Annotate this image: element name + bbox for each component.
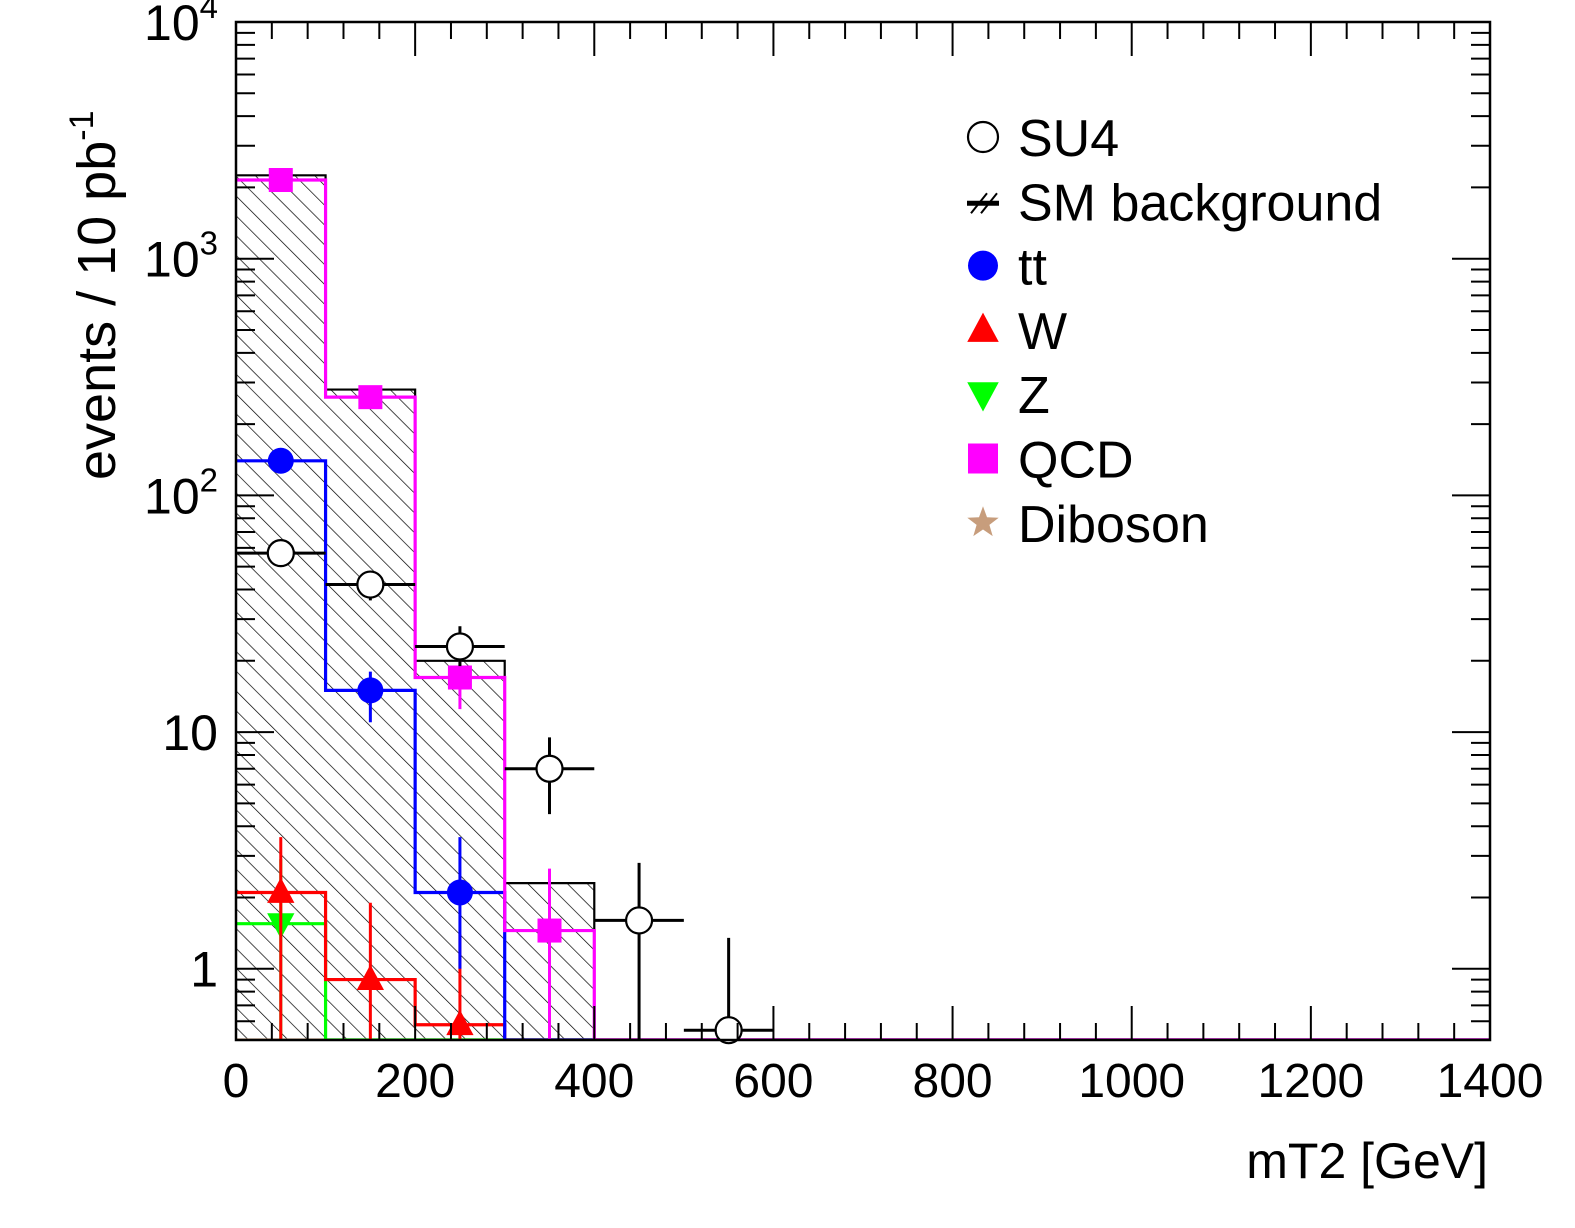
- x-tick-label: 600: [733, 1055, 813, 1108]
- y-axis-label-superscript: -1: [63, 111, 101, 141]
- su4-marker: [714, 1016, 743, 1045]
- x-tick-label: 1200: [1257, 1055, 1364, 1108]
- y-tick-label-base: 1: [190, 942, 218, 998]
- y-tick-label-exponent: 4: [200, 0, 218, 25]
- w-marker: [356, 964, 385, 990]
- histogram-steps-layer: [236, 178, 1490, 1040]
- y-tick-label: 1: [190, 942, 218, 998]
- qcd-marker: [447, 665, 472, 690]
- legend-w-icon: [967, 312, 999, 342]
- y-tick-label-exponent: 2: [200, 461, 218, 498]
- legend-su4-icon: [966, 120, 1000, 154]
- data-points-layer: [236, 168, 774, 1045]
- qcd-marker: [358, 385, 383, 410]
- y-tick-label: 104: [144, 0, 218, 51]
- legend: SU4 SM background tt WZ QCD Diboson: [966, 110, 1382, 554]
- legend-item-qcd: QCD: [968, 432, 1134, 490]
- axis-ticks: [235, 21, 1491, 1041]
- y-tick-label: 102: [144, 461, 218, 524]
- x-tick-label: 0: [223, 1055, 250, 1108]
- su4-marker: [266, 539, 295, 568]
- tt-marker: [267, 447, 294, 474]
- tt-marker: [446, 879, 473, 906]
- plot-frame: [234, 20, 1492, 1042]
- legend-label: W: [1018, 303, 1067, 361]
- legend-item-z: Z: [967, 367, 1050, 425]
- legend-item-sm-background: SM background: [967, 174, 1382, 232]
- y-tick-label-base: 10: [144, 232, 200, 288]
- legend-item-tt: tt: [968, 239, 1047, 297]
- x-tick-label: 1000: [1078, 1055, 1185, 1108]
- w-marker: [267, 877, 295, 903]
- legend-hatch-stroke: [980, 192, 998, 214]
- w-marker: [446, 1009, 474, 1036]
- y-tick-label-exponent: 3: [200, 225, 218, 262]
- legend-item-su4: SU4: [966, 110, 1119, 168]
- legend-label: Diboson: [1018, 496, 1209, 554]
- legend-label: Z: [1018, 367, 1050, 425]
- qcd-marker: [268, 168, 293, 193]
- tt-step-line: [236, 459, 1490, 1040]
- legend-hatch-stroke: [970, 192, 988, 214]
- x-tick-label: 800: [913, 1055, 993, 1108]
- x-tick-label: 200: [375, 1055, 455, 1108]
- tt-marker: [357, 677, 384, 704]
- legend-label: QCD: [1018, 432, 1134, 490]
- y-tick-label-base: 10: [144, 468, 200, 524]
- legend-z-icon: [967, 382, 999, 412]
- qcd-marker: [537, 918, 562, 943]
- x-tick-labels: 0 200 400 600 800 1000 1200 1400: [223, 1055, 1544, 1108]
- sm-background-hatch-layer: [236, 174, 1490, 1040]
- y-tick-label: 103: [144, 225, 218, 288]
- legend-tt-icon: [968, 250, 998, 281]
- w-step-line: [236, 890, 1490, 1040]
- legend-qcd-icon: [968, 443, 998, 474]
- legend-label: tt: [1018, 239, 1047, 297]
- qcd-step-line: [236, 178, 1490, 1040]
- su4-marker: [445, 632, 475, 661]
- x-tick-label: 400: [554, 1055, 634, 1108]
- y-axis-label: events / 10 pb-1: [63, 111, 127, 480]
- legend-item-w: W: [967, 303, 1067, 361]
- su4-marker: [535, 754, 564, 783]
- su4-marker: [356, 570, 385, 599]
- y-tick-label-base: 10: [144, 0, 200, 51]
- y-axis-label-text: events / 10 pb: [67, 141, 127, 480]
- legend-label: SU4: [1018, 110, 1119, 168]
- y-tick-label: 10: [162, 705, 218, 761]
- legend-diboson-icon: [967, 506, 999, 537]
- su4-marker: [624, 906, 654, 935]
- x-axis-label: mT2 [GeV]: [1246, 1133, 1488, 1189]
- x-tick-label: 1400: [1437, 1055, 1544, 1108]
- y-tick-label-base: 10: [162, 705, 218, 761]
- legend-label: SM background: [1018, 174, 1382, 232]
- legend-item-diboson: Diboson: [967, 496, 1209, 554]
- sm-background-outline: [236, 174, 1490, 1040]
